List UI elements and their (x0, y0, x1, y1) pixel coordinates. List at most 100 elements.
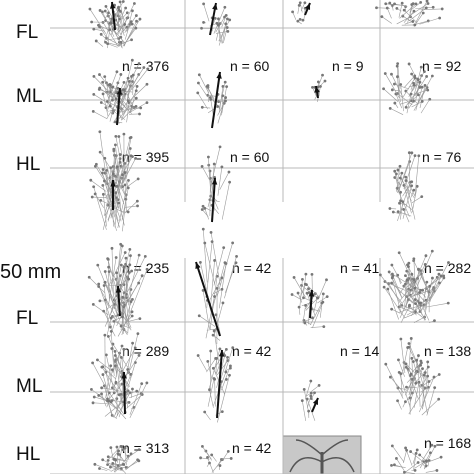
trajectory-end (410, 151, 414, 155)
mean-vector-arrowhead (308, 290, 315, 297)
trajectory-ray (98, 286, 117, 318)
trajectory-ray (118, 136, 127, 185)
trajectory-end (196, 354, 200, 357)
trajectory-end (215, 287, 219, 290)
trajectory-end (196, 91, 200, 95)
mean-vector-arrowhead (121, 372, 127, 379)
trajectory-end (119, 35, 123, 39)
trajectory-end (302, 296, 305, 300)
trajectory-end (298, 1, 302, 5)
trajectory-end (105, 168, 109, 172)
trajectory-ray (98, 25, 113, 32)
trajectory-ray (204, 411, 211, 421)
trajectory-ray (383, 88, 399, 102)
trajectory-end (93, 192, 97, 196)
trajectory-ray (102, 82, 115, 113)
trajectory-end (303, 321, 307, 325)
trajectory-end (114, 256, 118, 259)
trajectory-end (393, 176, 397, 179)
trajectory-ray (425, 456, 442, 464)
trajectory-end (413, 76, 417, 80)
trajectory-end (296, 19, 300, 23)
trajectory-ray (414, 460, 427, 469)
trajectory-end (410, 356, 414, 360)
trajectory-ray (394, 464, 403, 468)
trajectory-end (106, 335, 110, 338)
trajectory-end (310, 273, 314, 276)
trajectory-end (126, 76, 130, 80)
trajectory-end (425, 280, 429, 284)
trajectory-end (98, 299, 102, 303)
scale-label: 50 mm (0, 261, 61, 283)
trajectory-ray (415, 82, 421, 102)
trajectory-end (304, 272, 308, 276)
trajectory-ray (396, 166, 401, 192)
trajectory-end (140, 274, 144, 278)
trajectory-end (106, 458, 110, 462)
trajectory-end (215, 357, 219, 360)
trajectory-end (100, 386, 104, 390)
trajectory-ray (122, 158, 136, 184)
trajectory-ray (103, 310, 112, 327)
trajectory-ray (115, 383, 123, 393)
mean-vector (211, 177, 216, 223)
trajectory-end (210, 453, 214, 457)
trajectory-end (316, 85, 320, 89)
trajectory-ray (397, 76, 401, 103)
trajectory-end (397, 370, 401, 374)
trajectory-end (400, 1, 404, 5)
trajectory-end (417, 154, 421, 158)
trajectory-ray (385, 73, 400, 98)
trajectory-ray (215, 16, 225, 33)
trajectory-end (126, 368, 130, 371)
trajectory-ray (392, 273, 413, 287)
trajectory-ray (412, 379, 427, 388)
trajectory-end (390, 307, 394, 311)
trajectory-end (92, 185, 96, 189)
trajectory-ray (207, 87, 216, 104)
trajectory-ray (101, 387, 120, 391)
trajectory-end (129, 20, 133, 24)
mean-vector-arrowhead (116, 88, 123, 95)
trajectory-end (91, 109, 95, 113)
trajectory-ray (317, 296, 328, 304)
trajectory-ray (129, 269, 148, 314)
trajectory-end (114, 458, 118, 462)
row-label-hl-bottom: HL (16, 444, 40, 465)
trajectory-end (212, 329, 216, 333)
trajectory-end (113, 354, 117, 357)
trajectory-ray (404, 21, 413, 25)
trajectory-end (431, 5, 435, 9)
trajectory-ray (110, 326, 116, 337)
trajectory-ray (104, 271, 115, 309)
trajectory-ray (302, 305, 306, 324)
trajectory-end (119, 73, 123, 76)
trajectory-end (412, 278, 416, 281)
trajectory-end (395, 457, 398, 460)
trajectory-end (135, 19, 138, 23)
trajectory-end (98, 467, 101, 470)
trajectory-end (121, 173, 124, 177)
mean-vector (195, 261, 221, 337)
trajectory-end (224, 96, 227, 99)
trajectory-end (201, 227, 205, 231)
trajectory-ray (113, 320, 131, 329)
trajectory-end (90, 20, 94, 24)
mean-vector-arrowhead (211, 178, 218, 185)
trajectory-ray (397, 93, 413, 106)
trajectory-end (218, 145, 222, 149)
trajectory-end (300, 399, 304, 402)
trajectory-end (407, 345, 411, 349)
trajectory-end (290, 293, 294, 296)
trajectory-end (107, 270, 111, 274)
trajectory-end (391, 210, 395, 214)
trajectory-ray (108, 257, 117, 307)
trajectory-end (106, 83, 110, 87)
trajectory-end (200, 26, 203, 30)
trajectory-end (104, 40, 107, 44)
count-b1-hl-c4: n = 76 (422, 149, 462, 165)
mean-vector-arrowhead (109, 2, 116, 9)
trajectory-end (119, 392, 123, 396)
trajectory-ray (126, 148, 131, 179)
trajectory-end (225, 26, 229, 29)
